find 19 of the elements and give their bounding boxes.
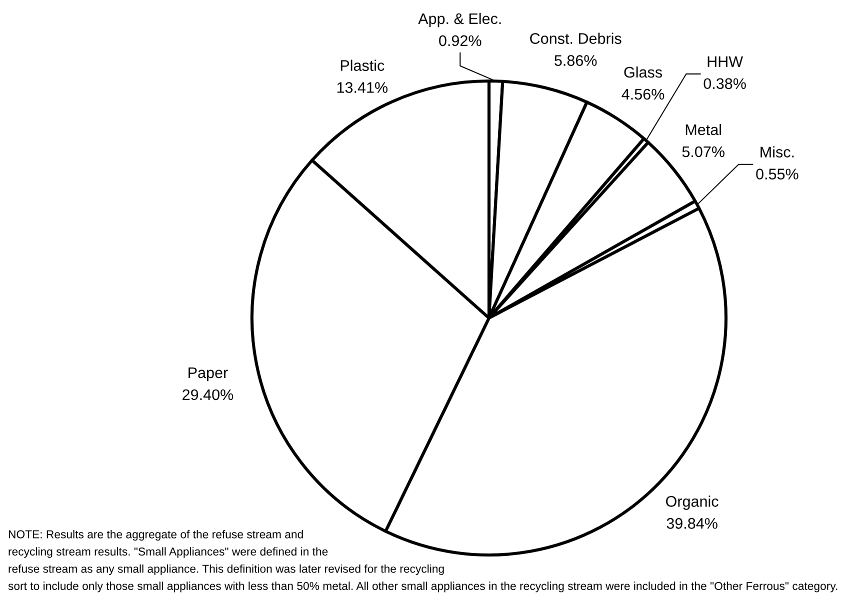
slice-label: Paper [188,367,228,382]
data-label: 39.84% [666,518,718,529]
slice-label: HHW [708,56,743,67]
text: NOTE: Results are the aggregate of the refuse stream and recycling stream results. "Small Appliances" were defined in the refuse stream as any small appliance. This definition was later revised for the recycling sort to include only those small appliances with less than 50% metal. All other small appliances in the recycling stream were included in the "Other Ferrous" category. [8,530,838,592]
data-label: 0.92% [439,35,482,46]
slice-label: Metal [686,124,721,136]
data-label: 0.55% [756,168,798,180]
slice-label: Glass [624,66,662,78]
data-label: 0.38% [704,78,746,90]
data-label: 4.56% [622,88,664,100]
slice-label: Const. Debris [530,32,622,44]
data-label: 5.07% [682,146,724,158]
slice-label: Misc. [760,146,794,158]
data-label: 5.86% [554,55,597,66]
slice-label: App. & Elec. [418,12,501,28]
data-label: 29.40% [182,389,234,400]
slice-label: Organic [666,496,718,510]
slice-label: Plastic [340,60,384,71]
data-label: 13.41% [337,82,388,93]
